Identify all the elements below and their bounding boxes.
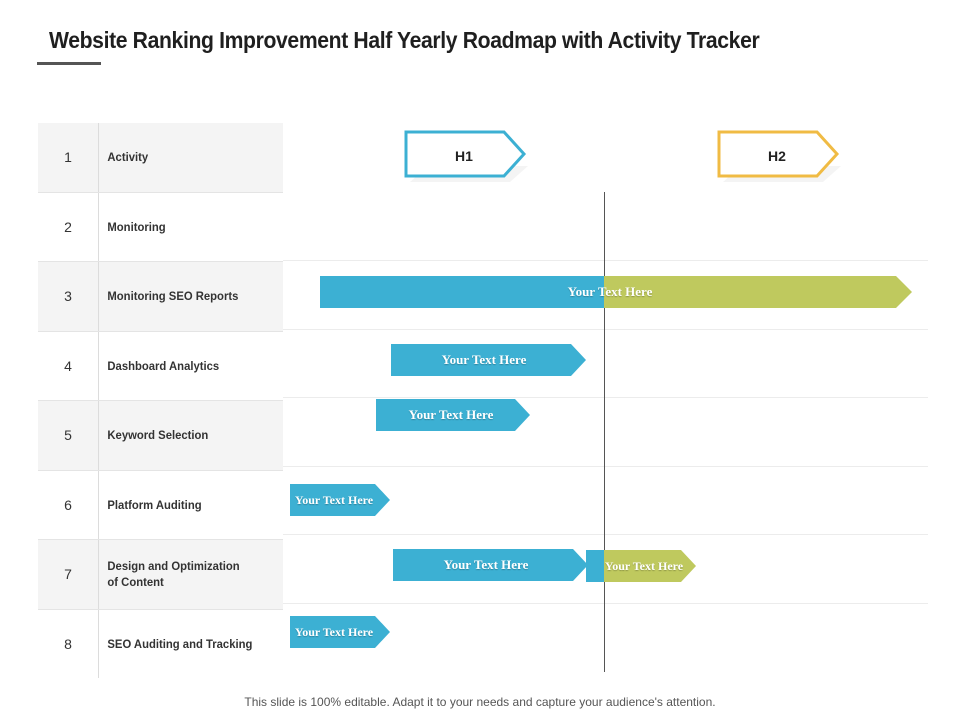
row-label: Design and Optimization of Content — [107, 559, 240, 590]
table-row: 1 Activity — [38, 123, 283, 193]
row-label: Platform Auditing — [107, 497, 202, 512]
page-title: Website Ranking Improvement Half Yearly … — [49, 27, 760, 53]
bar-label: Your Text Here — [408, 407, 494, 422]
table-row: 7 Design and Optimization of Content — [38, 540, 283, 610]
bar-h2-arrow-icon — [604, 550, 696, 582]
row-number: 1 — [64, 149, 72, 166]
table-row: 4 Dashboard Analytics — [38, 331, 283, 401]
row-number: 8 — [64, 635, 72, 652]
bar-label: Your Text Here — [604, 559, 684, 573]
row-number: 5 — [64, 427, 72, 444]
h1-label: H1 — [455, 148, 473, 164]
bar-arrow-icon — [290, 616, 390, 648]
row-gridline — [283, 260, 928, 261]
half-divider-line — [604, 192, 605, 672]
table-row: 6 Platform Auditing — [38, 470, 283, 540]
row-number: 4 — [64, 357, 72, 374]
bar-label: Your Text Here — [294, 625, 374, 639]
bar-arrow-icon — [376, 399, 530, 431]
title-underline — [37, 62, 101, 65]
table-row: 5 Keyword Selection — [38, 401, 283, 471]
bar-label: Your Text Here — [443, 557, 529, 572]
bar-arrow-icon — [290, 484, 390, 516]
bar-arrow-icon — [391, 344, 586, 376]
row-gridline — [283, 603, 928, 604]
row-number: 3 — [64, 288, 72, 305]
row-label: Keyword Selection — [107, 428, 209, 443]
bar-label: Your Text Here — [441, 352, 527, 367]
bar-h2-arrow-icon — [604, 276, 912, 308]
activity-table: 1 Activity 2 Monitoring 3 Monitoring SEO… — [38, 123, 283, 678]
h2-chevron-icon — [717, 130, 841, 182]
bar-h1-segment — [586, 550, 604, 582]
table-row: 8 SEO Auditing and Tracking — [38, 609, 283, 678]
row-number: 7 — [64, 566, 72, 583]
row-number: 6 — [64, 496, 72, 513]
row-gridline — [283, 466, 928, 467]
row-gridline — [283, 534, 928, 535]
h1-chevron-icon — [404, 130, 528, 182]
row-number: 2 — [64, 218, 72, 235]
row-label: SEO Auditing and Tracking — [107, 636, 253, 651]
h2-label: H2 — [768, 148, 786, 164]
row-gridline — [283, 329, 928, 330]
table-row: 2 Monitoring — [38, 192, 283, 262]
row-label: Dashboard Analytics — [107, 358, 220, 373]
row-gridline — [283, 397, 928, 398]
bar-arrow-icon — [393, 549, 588, 581]
bar-h1-segment — [320, 276, 604, 308]
bar-label: Your Text Here — [567, 284, 653, 299]
table-row: 3 Monitoring SEO Reports — [38, 262, 283, 332]
row-label: Monitoring SEO Reports — [107, 289, 239, 304]
footer-note: This slide is 100% editable. Adapt it to… — [244, 695, 716, 709]
bar-label: Your Text Here — [294, 493, 374, 507]
row-label: Activity — [107, 150, 149, 165]
row-label: Monitoring — [107, 219, 166, 234]
